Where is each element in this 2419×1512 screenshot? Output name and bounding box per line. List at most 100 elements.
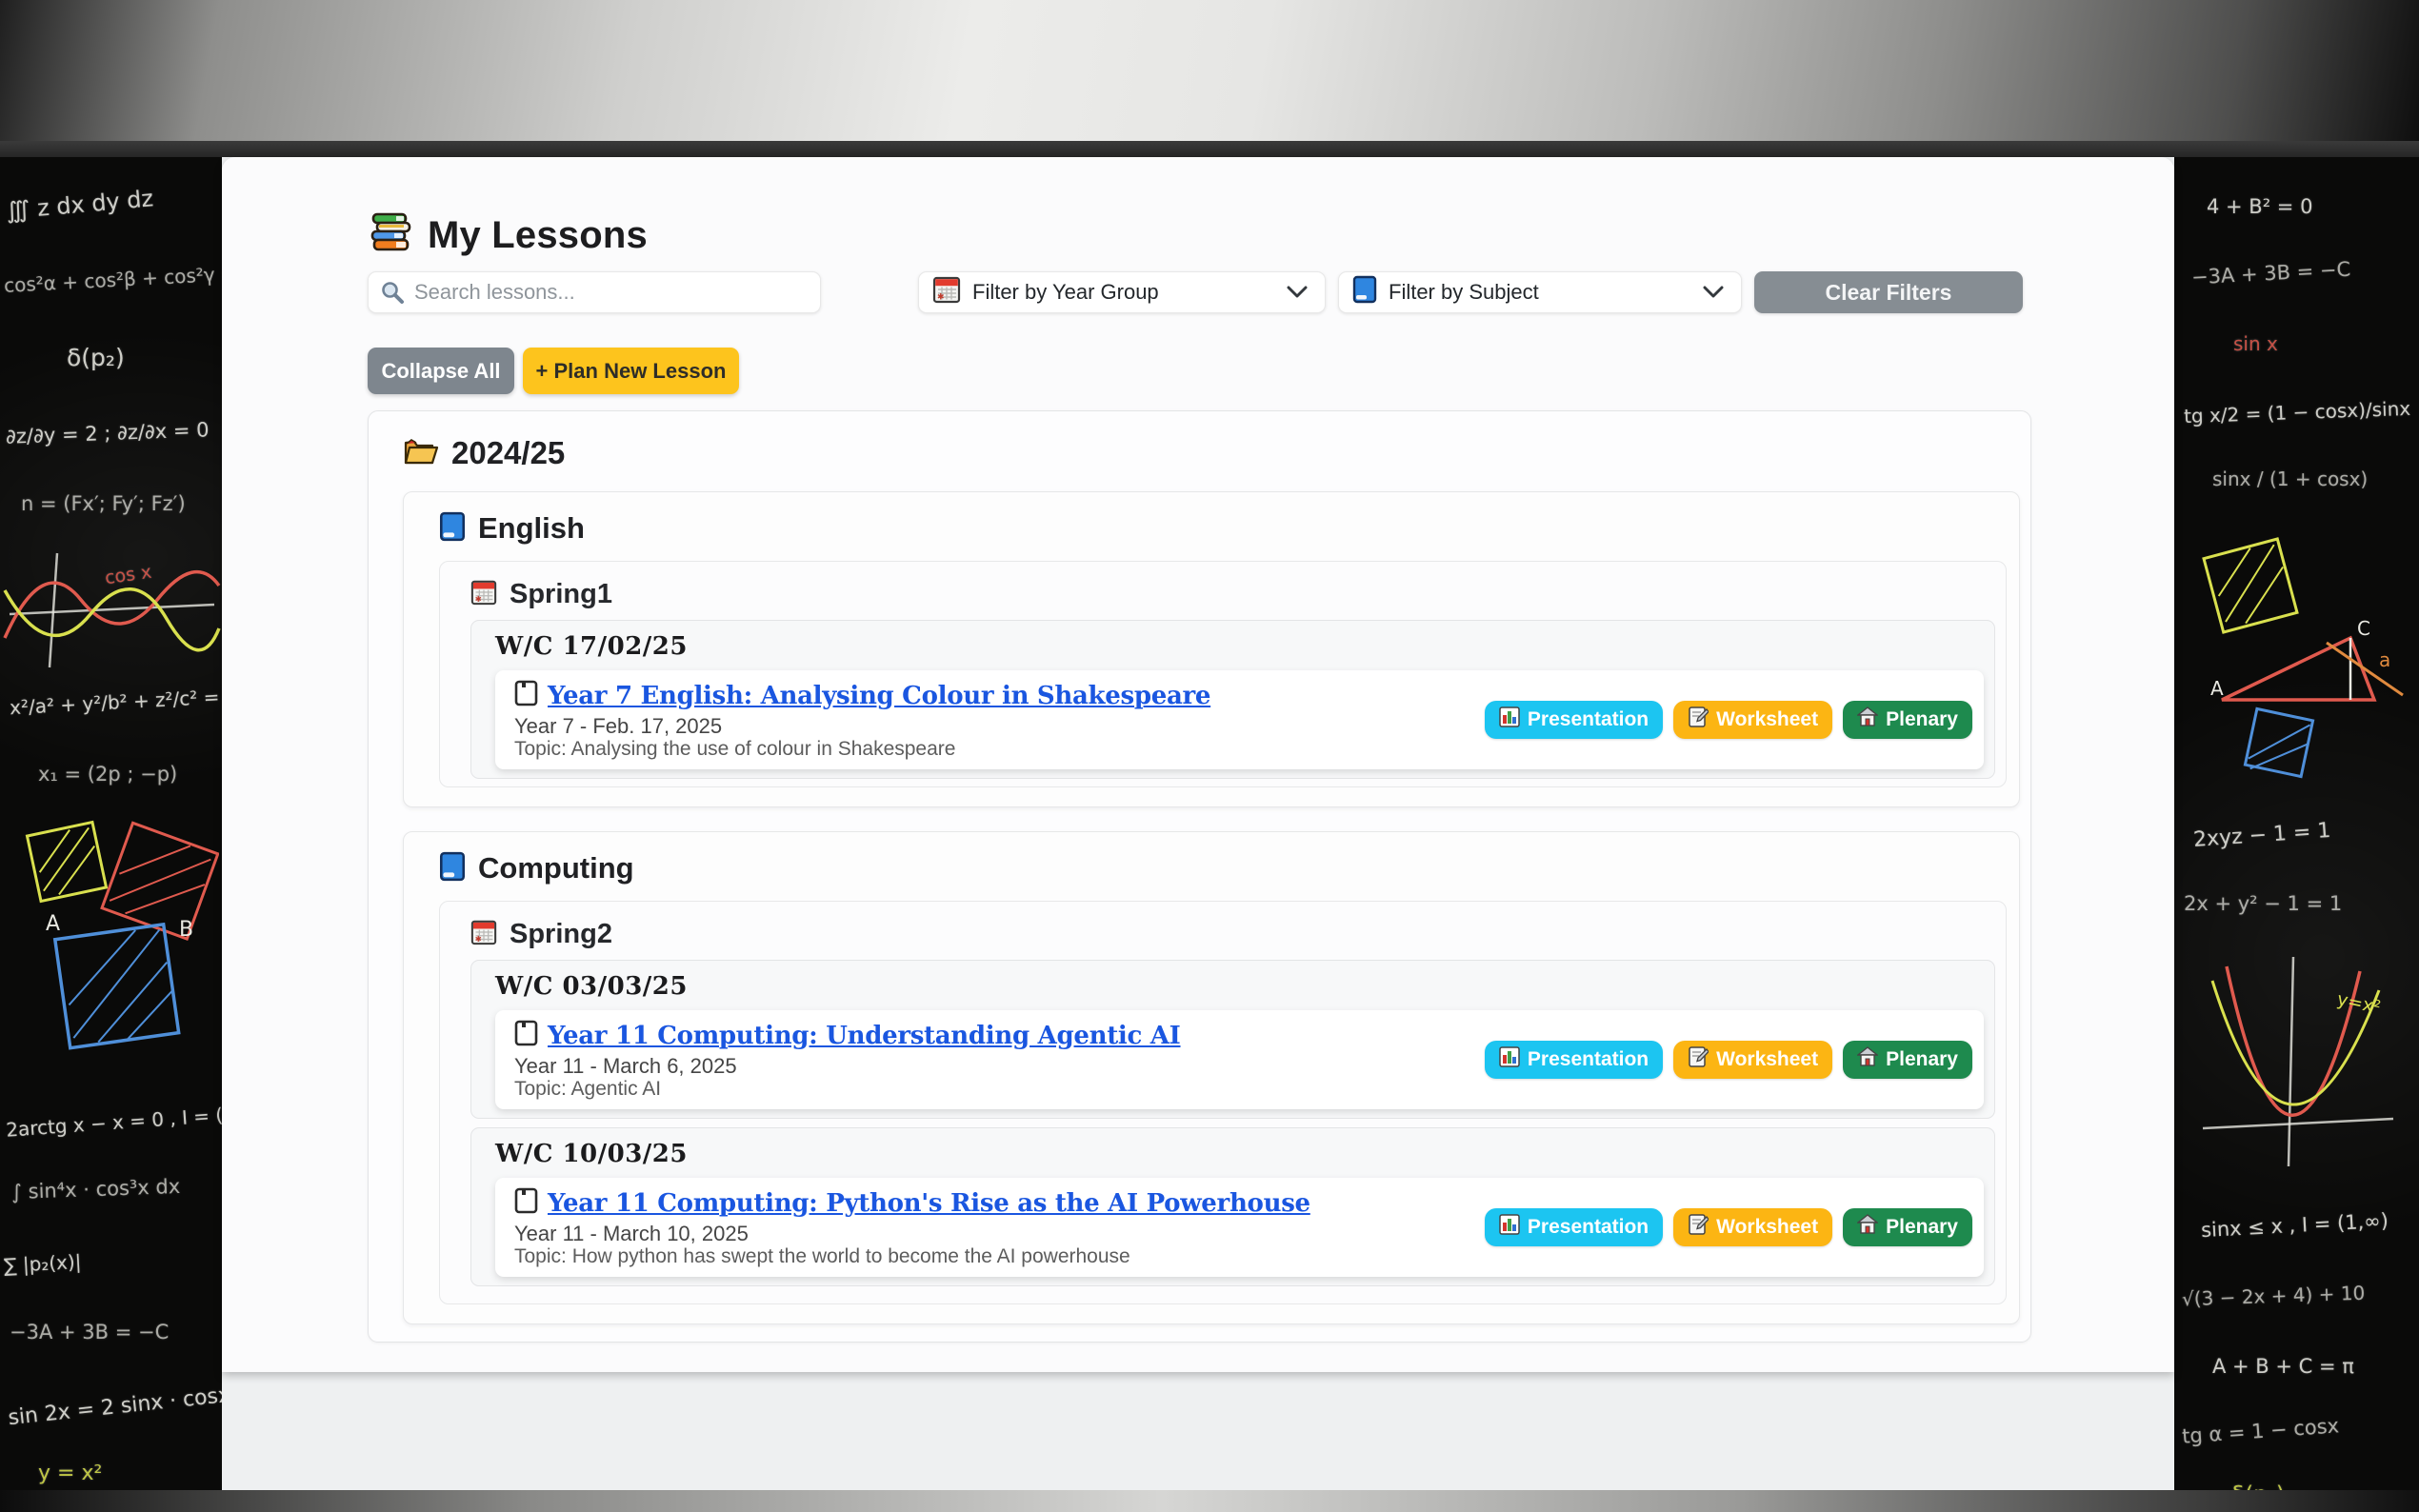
lesson-topic: Topic: Agentic AI (514, 1077, 662, 1100)
subject-label: Computing (478, 851, 634, 885)
svg-text:A: A (2210, 677, 2224, 700)
year-panel: 2024/25 English (368, 410, 2031, 1343)
chalk-formula: ∑ |p₂(x)| (3, 1249, 83, 1278)
term-panel-spring1: ✱ Spring1 W/C 17/02/25 (439, 561, 2007, 787)
lesson-badges: Presentation Worksheet (1484, 701, 1972, 739)
lesson-meta: Year 11 - March 6, 2025 (514, 1053, 737, 1078)
lesson-badges: Presentation Worksheet (1484, 1208, 1972, 1246)
year-group-select[interactable]: ✱ Filter by Year Group (918, 271, 1326, 313)
lesson-link[interactable]: Year 7 English: Analysing Colour in Shak… (548, 681, 1211, 710)
collapse-all-button[interactable]: Collapse All (368, 348, 514, 394)
subject-header-computing[interactable]: Computing (439, 851, 2007, 885)
lesson-link[interactable]: Year 11 Computing: Understanding Agentic… (548, 1021, 1181, 1050)
actions-toolbar: Collapse All + Plan New Lesson (368, 348, 2031, 394)
bar-chart-icon (1499, 1214, 1520, 1241)
subject-header-english[interactable]: English (439, 511, 2007, 546)
week-label: W/C 03/03/25 (495, 972, 688, 1001)
memo-pencil-icon (1688, 1214, 1709, 1241)
term-header-spring2[interactable]: ✱ Spring2 (470, 918, 1995, 950)
page-title: My Lessons (428, 213, 648, 256)
week-label: W/C 10/03/25 (495, 1140, 688, 1168)
subject-panel-computing: Computing ✱ (403, 831, 2020, 1324)
term-label: Spring1 (510, 578, 612, 609)
plan-new-lesson-button[interactable]: + Plan New Lesson (523, 348, 739, 394)
presentation-badge[interactable]: Presentation (1484, 1041, 1664, 1079)
lesson-badges: Presentation Worksheet (1484, 1041, 1972, 1079)
folder-icon (403, 436, 439, 471)
chalk-formula: δ(p₂) (67, 344, 125, 371)
lesson-book-icon (514, 680, 538, 711)
chalk-pythagoras-squares: A B (25, 820, 219, 1050)
book-icon (1352, 275, 1377, 309)
chalk-formula: x₁ = (2p ; −p) (38, 763, 178, 786)
subject-panel-english: English ✱ (403, 491, 2020, 807)
badge-label: Presentation (1527, 1216, 1649, 1238)
lesson-info: Year 11 Computing: Understanding Agentic… (514, 1020, 1181, 1100)
filters-toolbar: ✱ Filter by Year Group Filter by Subject (368, 271, 2031, 313)
lesson-meta: Year 11 - March 10, 2025 (514, 1221, 749, 1245)
plenary-badge[interactable]: Plenary (1843, 701, 1972, 739)
chevron-down-icon (1703, 280, 1724, 305)
chalk-formula: sin x (2233, 332, 2278, 355)
lesson-topic: Topic: How python has swept the world to… (514, 1244, 1130, 1267)
chalk-formula: 2xyz − 1 = 1 (2192, 818, 2332, 853)
chalk-formula: ∫ sin⁴x · cos³x dx (10, 1174, 181, 1204)
house-icon (1856, 1214, 1880, 1241)
plenary-badge[interactable]: Plenary (1843, 1208, 1972, 1246)
lesson-book-icon (514, 1187, 538, 1219)
chalkboard-left: ∭ z dx dy dz cos²α + cos²β + cos²γ = 1 δ… (0, 157, 222, 1490)
chalk-formula: sin 2x = 2 sinx · cosx (7, 1383, 222, 1431)
svg-text:A: A (46, 912, 60, 936)
subject-select[interactable]: Filter by Subject (1338, 271, 1742, 313)
week-label: W/C 17/02/25 (495, 632, 688, 661)
chalk-formula: δ(p₂) (2231, 1482, 2285, 1490)
svg-text:C: C (2357, 617, 2370, 640)
chalk-formula: 2arctg x − x = 0 , I = (1,10) (5, 1100, 222, 1142)
book-icon (439, 851, 466, 886)
worksheet-badge[interactable]: Worksheet (1673, 1208, 1833, 1246)
presentation-badge[interactable]: Presentation (1484, 1208, 1664, 1246)
search-icon (380, 280, 405, 309)
calendar-icon: ✱ (470, 919, 497, 950)
calendar-icon: ✱ (932, 275, 961, 309)
search-input[interactable] (368, 271, 821, 313)
lesson-info: Year 11 Computing: Python's Rise as the … (514, 1187, 1310, 1267)
clear-filters-button[interactable]: Clear Filters (1754, 271, 2023, 313)
term-panel-spring2: ✱ Spring2 W/C 03/03/25 (439, 901, 2007, 1304)
badge-label: Worksheet (1716, 1048, 1819, 1070)
chalk-formula: tg α = 1 − cosx (2181, 1414, 2340, 1448)
chalk-parabola-curve: y=x² (2202, 956, 2394, 1167)
year-header-2024-25[interactable]: 2024/25 (403, 434, 2020, 472)
dark-divider-strip (0, 141, 2419, 157)
svg-text:✱: ✱ (937, 293, 945, 303)
worksheet-badge[interactable]: Worksheet (1673, 1041, 1833, 1079)
badge-label: Presentation (1527, 1048, 1649, 1070)
term-label: Spring2 (510, 918, 612, 949)
lesson-meta: Year 7 - Feb. 17, 2025 (514, 713, 723, 738)
badge-label: Plenary (1886, 1048, 1958, 1070)
year-group-select-label: Filter by Year Group (972, 280, 1159, 304)
chalk-formula: sinx / (1 + cosx) (2212, 468, 2369, 490)
chevron-down-icon (1287, 280, 1308, 305)
lesson-card: Year 7 English: Analysing Colour in Shak… (495, 670, 1984, 769)
svg-text:✱: ✱ (475, 933, 482, 943)
book-icon (439, 511, 466, 547)
plenary-badge[interactable]: Plenary (1843, 1041, 1972, 1079)
chalkboard-right: 4 + B² = 0 −3A + 3B = −C sin x tg x/2 = … (2174, 157, 2419, 1490)
lesson-card: Year 11 Computing: Understanding Agentic… (495, 1010, 1984, 1109)
chalk-formula: x²/a² + y²/b² + z²/c² = 0 (9, 684, 222, 720)
memo-pencil-icon (1688, 1046, 1709, 1073)
lesson-card: Year 11 Computing: Python's Rise as the … (495, 1178, 1984, 1277)
presentation-badge[interactable]: Presentation (1484, 701, 1664, 739)
bottom-gradient-band (0, 1490, 2419, 1512)
lesson-link[interactable]: Year 11 Computing: Python's Rise as the … (548, 1188, 1310, 1218)
top-gradient-band (0, 0, 2419, 141)
page-column: My Lessons (222, 157, 2174, 1490)
term-header-spring1[interactable]: ✱ Spring1 (470, 578, 1995, 610)
year-label: 2024/25 (451, 435, 566, 470)
chalk-formula: A + B + C = π (2212, 1355, 2354, 1378)
subject-label: English (478, 511, 585, 545)
worksheet-badge[interactable]: Worksheet (1673, 701, 1833, 739)
chalk-formula: −3A + 3B = −C (2190, 257, 2351, 289)
books-stack-icon (368, 210, 413, 261)
